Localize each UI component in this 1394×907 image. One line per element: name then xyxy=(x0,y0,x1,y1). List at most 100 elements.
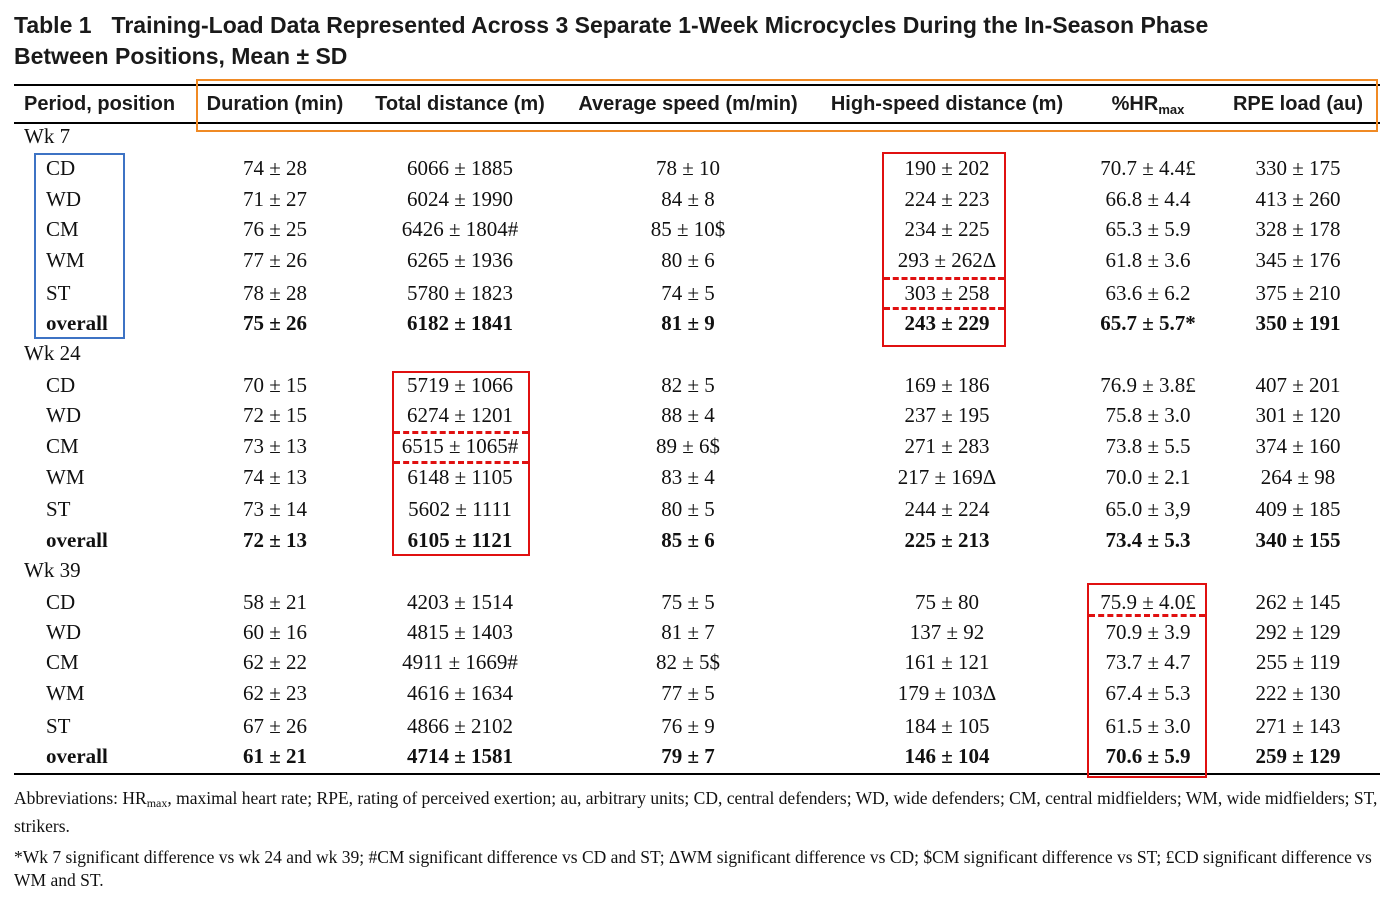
value-cell-hsd: 146 ± 104 xyxy=(904,744,990,768)
value-cell-dur: 78 ± 28 xyxy=(242,281,308,305)
value-cell-spd: 82 ± 5$ xyxy=(655,650,721,674)
value-cell-hsd: 179 ± 103Δ xyxy=(897,681,997,705)
value-cell-spd: 81 ± 7 xyxy=(661,620,715,644)
value-cell-rpe: 345 ± 176 xyxy=(1255,248,1341,272)
value-cell-spd: 77 ± 5 xyxy=(661,681,715,705)
value-cell-hsd: 244 ± 224 xyxy=(904,497,990,521)
value-cell-hr: 73.7 ± 4.7 xyxy=(1105,650,1191,674)
value-cell-spd: 80 ± 5 xyxy=(661,497,715,521)
value-cell-dur: 72 ± 13 xyxy=(242,528,308,552)
value-cell-td: 5780 ± 1823 xyxy=(406,281,514,305)
value-cell-hsd: 217 ± 169Δ xyxy=(897,465,997,489)
position-cell: ST xyxy=(46,497,71,521)
abbrev-prefix: Abbreviations: HR xyxy=(14,788,147,808)
value-cell-spd: 84 ± 8 xyxy=(661,187,715,211)
position-cell: CM xyxy=(46,217,79,241)
value-cell-hsd: 169 ± 186 xyxy=(904,373,990,397)
value-cell-spd: 88 ± 4 xyxy=(661,403,715,427)
value-cell-hsd: 190 ± 202 xyxy=(904,156,990,180)
value-cell-td: 6024 ± 1990 xyxy=(406,187,514,211)
value-cell-spd: 79 ± 7 xyxy=(661,744,715,768)
header-hrmax-label: %HR xyxy=(1111,93,1159,115)
position-highlight-box xyxy=(34,153,125,339)
value-cell-dur: 62 ± 22 xyxy=(242,650,308,674)
position-cell: CM xyxy=(46,650,79,674)
value-cell-dur: 62 ± 23 xyxy=(242,681,308,705)
value-cell-hr: 73.4 ± 5.3 xyxy=(1105,528,1191,552)
value-cell-hsd: 271 ± 283 xyxy=(904,434,990,458)
value-cell-dur: 60 ± 16 xyxy=(242,620,308,644)
value-cell-hr: 76.9 ± 3.8£ xyxy=(1100,373,1196,397)
value-cell-td: 4203 ± 1514 xyxy=(406,590,514,614)
period-label: Wk 7 xyxy=(24,124,71,148)
value-cell-hsd: 75 ± 80 xyxy=(914,590,980,614)
position-cell: overall xyxy=(46,528,108,552)
position-cell: CM xyxy=(46,434,79,458)
value-cell-hr: 70.7 ± 4.4£ xyxy=(1100,156,1196,180)
value-cell-dur: 70 ± 15 xyxy=(242,373,308,397)
value-cell-hr: 75.8 ± 3.0 xyxy=(1105,403,1191,427)
value-cell-rpe: 413 ± 260 xyxy=(1255,187,1341,211)
value-cell-rpe: 328 ± 178 xyxy=(1255,217,1341,241)
value-cell-dur: 58 ± 21 xyxy=(242,590,308,614)
value-cell-hsd: 225 ± 213 xyxy=(904,528,990,552)
title-line-2: Between Positions, Mean ± SD xyxy=(14,43,348,69)
position-cell: WM xyxy=(46,465,85,489)
value-cell-hr: 66.8 ± 4.4 xyxy=(1105,187,1191,211)
position-cell: CD xyxy=(46,156,76,180)
value-cell-hsd: 234 ± 225 xyxy=(904,217,990,241)
value-cell-td: 6274 ± 1201 xyxy=(406,403,514,427)
value-cell-dur: 73 ± 14 xyxy=(242,497,308,521)
period-label: Wk 24 xyxy=(24,341,81,365)
value-cell-hr: 65.3 ± 5.9 xyxy=(1105,217,1191,241)
value-cell-rpe: 407 ± 201 xyxy=(1255,373,1341,397)
value-cell-hr: 73.8 ± 5.5 xyxy=(1105,434,1191,458)
header-rule xyxy=(14,122,1380,124)
value-cell-spd: 78 ± 10 xyxy=(655,156,721,180)
value-cell-td: 5719 ± 1066 xyxy=(406,373,514,397)
value-cell-rpe: 262 ± 145 xyxy=(1255,590,1341,614)
header-high-speed-distance: High-speed distance (m) xyxy=(830,93,1064,115)
value-cell-spd: 81 ± 9 xyxy=(661,311,715,335)
value-cell-hsd: 293 ± 262Δ xyxy=(897,248,997,272)
value-cell-td: 4616 ± 1634 xyxy=(406,681,514,705)
value-cell-hr: 65.7 ± 5.7* xyxy=(1100,311,1196,335)
value-cell-hr: 70.9 ± 3.9 xyxy=(1105,620,1191,644)
abbrev-sub: max xyxy=(146,796,168,810)
value-cell-td: 6182 ± 1841 xyxy=(406,311,514,335)
value-cell-rpe: 255 ± 119 xyxy=(1255,650,1341,674)
position-cell: ST xyxy=(46,714,71,738)
header-rpe-load: RPE load (au) xyxy=(1232,93,1364,115)
header-duration: Duration (min) xyxy=(206,93,344,115)
table-label: Table 1 xyxy=(14,12,92,38)
position-cell: overall xyxy=(46,744,108,768)
value-cell-spd: 85 ± 6 xyxy=(661,528,715,552)
position-cell: WM xyxy=(46,681,85,705)
header-hrmax-sub: max xyxy=(1158,102,1185,117)
value-cell-td: 5602 ± 1111 xyxy=(408,497,512,521)
position-cell: WD xyxy=(46,620,81,644)
value-cell-hr: 61.8 ± 3.6 xyxy=(1105,248,1191,272)
wk7-high-speed-dash-bottom xyxy=(884,307,1004,310)
footnote-significance: *Wk 7 significant difference vs wk 24 an… xyxy=(14,847,1372,890)
value-cell-rpe: 264 ± 98 xyxy=(1260,465,1336,489)
value-cell-td: 4911 ± 1669# xyxy=(402,650,518,674)
value-cell-hr: 75.9 ± 4.0£ xyxy=(1100,590,1196,614)
period-label: Wk 39 xyxy=(24,558,81,582)
value-cell-dur: 76 ± 25 xyxy=(242,217,308,241)
value-cell-dur: 61 ± 21 xyxy=(242,744,308,768)
value-cell-td: 6515 ± 1065# xyxy=(401,434,519,458)
title-line-1: Training-Load Data Represented Across 3 … xyxy=(111,12,1209,38)
value-cell-hsd: 237 ± 195 xyxy=(904,403,990,427)
value-cell-rpe: 350 ± 191 xyxy=(1255,311,1341,335)
value-cell-hsd: 303 ± 258 xyxy=(904,281,990,305)
value-cell-td: 6105 ± 1121 xyxy=(407,528,513,552)
position-cell: CD xyxy=(46,373,76,397)
value-cell-rpe: 222 ± 130 xyxy=(1255,681,1341,705)
value-cell-spd: 75 ± 5 xyxy=(661,590,715,614)
value-cell-hsd: 137 ± 92 xyxy=(909,620,985,644)
value-cell-rpe: 409 ± 185 xyxy=(1255,497,1341,521)
bottom-rule xyxy=(14,773,1380,775)
value-cell-rpe: 259 ± 129 xyxy=(1255,744,1341,768)
value-cell-dur: 72 ± 15 xyxy=(242,403,308,427)
